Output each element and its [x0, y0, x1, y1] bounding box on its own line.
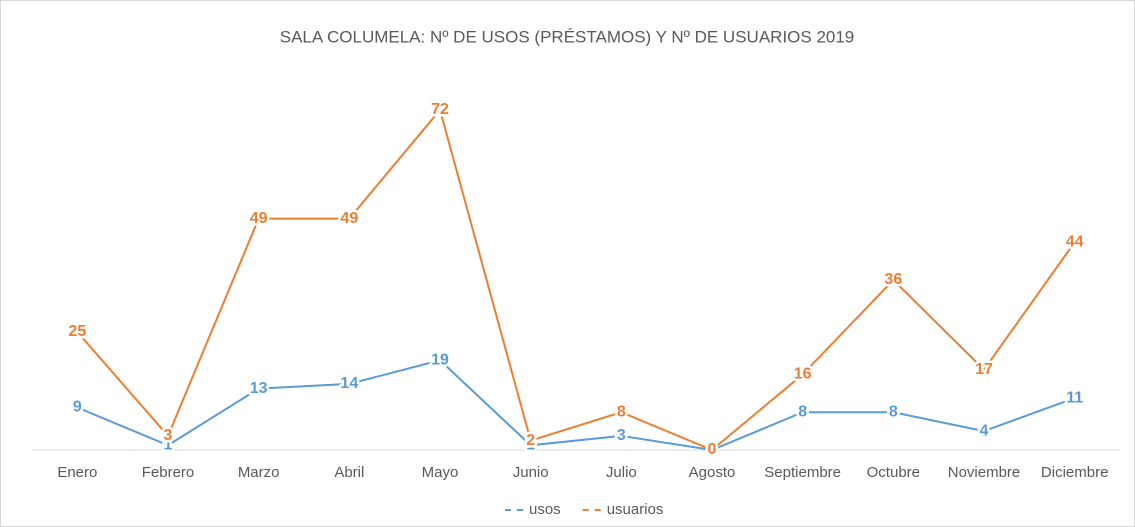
data-label: 2: [526, 432, 535, 449]
x-tick-label: Mayo: [422, 464, 459, 481]
x-tick-label: Julio: [606, 464, 637, 481]
data-label: 49: [250, 210, 268, 227]
data-label: 8: [617, 403, 626, 420]
data-label: 3: [617, 427, 626, 444]
x-tick-label: Junio: [513, 464, 549, 481]
data-label: 13: [250, 380, 268, 397]
data-label: 1: [164, 436, 173, 453]
series-line: [76, 359, 1076, 452]
x-tick-label: Febrero: [142, 464, 195, 481]
data-label: 36: [884, 271, 902, 288]
x-tick-label: Septiembre: [764, 464, 841, 481]
data-label: 19: [431, 351, 449, 368]
data-label: 8: [889, 403, 898, 420]
x-tick-label: Agosto: [689, 464, 736, 481]
x-tick-label: Noviembre: [948, 464, 1021, 481]
legend-label: usuarios: [607, 501, 664, 518]
data-label: 49: [340, 210, 358, 227]
data-label: 1: [526, 436, 535, 453]
data-label: 4: [980, 422, 989, 439]
data-label: 0: [708, 441, 717, 458]
x-tick-label: Marzo: [238, 464, 280, 481]
data-label: 17: [975, 361, 993, 378]
x-tick-label: Abril: [334, 464, 364, 481]
data-label: 72: [431, 101, 449, 118]
data-label: 8: [798, 403, 807, 420]
legend-label: usos: [529, 501, 561, 518]
data-label: 16: [794, 366, 812, 383]
x-tick-label: Diciembre: [1041, 464, 1109, 481]
series-line: [76, 107, 1076, 452]
chart-title: SALA COLUMELA: Nº DE USOS (PRÉSTAMOS) Y …: [280, 27, 855, 46]
data-label: 3: [164, 427, 173, 444]
x-tick-label: Octubre: [867, 464, 920, 481]
x-tick-label: Enero: [57, 464, 97, 481]
data-label: 44: [1066, 233, 1084, 250]
data-label: 9: [73, 399, 82, 416]
data-label: 25: [68, 323, 86, 340]
data-label: 0: [708, 441, 717, 458]
data-label: 11: [1066, 389, 1083, 406]
data-label: 14: [340, 375, 358, 392]
